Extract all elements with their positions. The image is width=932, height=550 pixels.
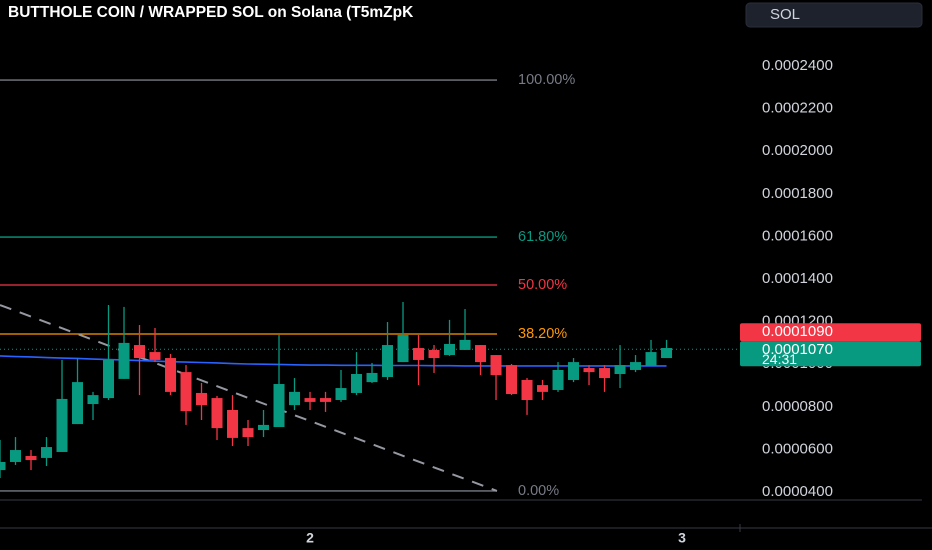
candle-body xyxy=(134,345,146,359)
candle-body xyxy=(490,355,502,376)
fib-label: 100.00% xyxy=(518,72,575,88)
header: BUTTHOLE COIN / WRAPPED SOL on Solana (T… xyxy=(8,4,414,21)
candle-body xyxy=(41,447,53,458)
candle-body xyxy=(335,388,347,400)
candle-body xyxy=(475,345,487,363)
candle-body xyxy=(258,424,270,431)
y-tick-label: 0.0001400 xyxy=(762,270,833,287)
candle-body xyxy=(552,369,564,390)
candle-body xyxy=(568,362,580,380)
y-tick-label: 0.0002400 xyxy=(762,57,833,74)
symbol-box[interactable] xyxy=(745,2,923,28)
trend-line xyxy=(0,304,498,492)
candle-body xyxy=(351,374,363,393)
candle-body xyxy=(273,384,285,428)
candle-body xyxy=(103,359,115,399)
candle-body xyxy=(583,368,595,373)
y-tick-label: 0.0002000 xyxy=(762,142,833,159)
chart-title: BUTTHOLE COIN / WRAPPED SOL on Solana (T… xyxy=(8,4,414,21)
candle-body xyxy=(304,398,316,402)
y-tick-label: 0.0000400 xyxy=(762,483,833,500)
y-tick-label: 0.0000800 xyxy=(762,398,833,415)
candle-body xyxy=(227,410,239,438)
price-label: 0.0001090 xyxy=(762,323,833,340)
candle-body xyxy=(521,379,533,400)
candle-body xyxy=(459,339,471,350)
moving-average xyxy=(0,355,667,367)
candle-body xyxy=(444,343,456,356)
candle-body xyxy=(118,342,130,379)
candle-body xyxy=(180,372,192,412)
candle-body xyxy=(320,398,332,402)
plot-area: 100.00% 61.80% 50.00% 38.20% 0.00% xyxy=(0,72,740,499)
candle-body xyxy=(87,395,99,405)
y-tick-label: 0.0001600 xyxy=(762,227,833,244)
fib-label: 0.00% xyxy=(518,483,559,499)
y-tick-label: 0.0001800 xyxy=(762,185,833,202)
fib-label: 38.20% xyxy=(518,326,567,342)
fib-label: 50.00% xyxy=(518,277,567,293)
candle-body xyxy=(289,391,301,406)
candle-body xyxy=(506,365,518,395)
price-label-box xyxy=(740,341,921,367)
candle-body xyxy=(382,345,394,377)
candle-body xyxy=(211,398,223,429)
y-tick-label: 0.0000600 xyxy=(762,440,833,457)
candle-body xyxy=(661,348,673,359)
candle-body xyxy=(413,348,425,360)
candle-body xyxy=(366,372,378,383)
candle-body xyxy=(56,398,68,452)
candle-body xyxy=(149,352,161,360)
symbol-label[interactable]: SOL xyxy=(770,6,800,23)
candle-body xyxy=(614,365,626,375)
candle-body xyxy=(397,335,409,363)
candle-body xyxy=(428,349,440,359)
fib-label: 61.80% xyxy=(518,229,567,245)
candle-body xyxy=(165,358,177,392)
candle-body xyxy=(537,385,549,392)
x-tick-label: 3 xyxy=(678,530,686,546)
x-tick-label: 2 xyxy=(306,530,314,546)
price-label: 0.0001070 xyxy=(762,341,833,358)
candle-body xyxy=(242,428,254,438)
candle-body xyxy=(72,382,84,425)
candle-body xyxy=(0,461,6,471)
countdown-label: 24:31 xyxy=(762,351,797,367)
candle-body xyxy=(645,352,657,366)
candle-body xyxy=(196,392,208,406)
candle-body xyxy=(10,450,22,462)
price-label-box xyxy=(740,323,921,342)
candle-body xyxy=(599,368,611,379)
candle-body xyxy=(25,456,37,461)
candle-body xyxy=(630,362,642,370)
y-tick-label: 0.0002200 xyxy=(762,100,833,117)
